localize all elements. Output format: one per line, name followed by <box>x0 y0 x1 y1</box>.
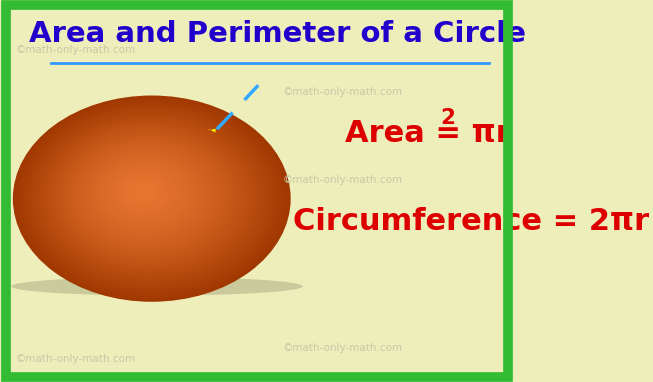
Circle shape <box>101 161 189 226</box>
Circle shape <box>139 189 144 193</box>
Circle shape <box>52 124 246 269</box>
Circle shape <box>20 100 283 296</box>
Text: Area and Perimeter of a Circle: Area and Perimeter of a Circle <box>29 20 526 49</box>
Circle shape <box>133 185 151 198</box>
Circle shape <box>56 127 241 265</box>
Circle shape <box>30 108 271 287</box>
Circle shape <box>62 132 234 259</box>
Circle shape <box>28 107 273 289</box>
Text: ©math-only-math.com: ©math-only-math.com <box>283 175 403 185</box>
Circle shape <box>92 154 199 233</box>
Circle shape <box>94 156 196 231</box>
Circle shape <box>129 181 157 202</box>
Circle shape <box>40 116 259 278</box>
Text: ©math-only-math.com: ©math-only-math.com <box>283 87 403 97</box>
Circle shape <box>77 143 216 246</box>
Circle shape <box>122 176 164 208</box>
Circle shape <box>127 180 159 204</box>
Circle shape <box>69 137 226 254</box>
Circle shape <box>25 105 276 291</box>
Circle shape <box>103 162 186 224</box>
Text: Area = πr: Area = πr <box>345 119 511 148</box>
Circle shape <box>39 115 261 280</box>
Text: ©math-only-math.com: ©math-only-math.com <box>283 343 403 353</box>
Circle shape <box>32 110 268 285</box>
Circle shape <box>112 169 176 217</box>
Circle shape <box>67 135 229 256</box>
Circle shape <box>97 158 194 230</box>
Circle shape <box>58 129 238 263</box>
Circle shape <box>84 148 208 241</box>
Circle shape <box>75 142 219 248</box>
Circle shape <box>15 97 288 300</box>
Text: 2: 2 <box>440 108 455 128</box>
Circle shape <box>13 96 291 302</box>
Circle shape <box>99 159 191 228</box>
Circle shape <box>45 119 253 274</box>
Circle shape <box>135 186 149 197</box>
Circle shape <box>120 175 167 209</box>
Circle shape <box>107 165 182 220</box>
Text: r: r <box>204 124 216 148</box>
Circle shape <box>118 173 169 211</box>
Circle shape <box>88 151 204 237</box>
Circle shape <box>109 167 179 219</box>
Circle shape <box>86 150 206 239</box>
Circle shape <box>43 118 256 276</box>
Circle shape <box>71 139 223 252</box>
Circle shape <box>124 178 161 206</box>
Circle shape <box>82 146 211 243</box>
Circle shape <box>79 145 214 244</box>
Circle shape <box>54 126 244 267</box>
Circle shape <box>116 172 171 213</box>
Circle shape <box>90 153 201 235</box>
Circle shape <box>50 123 248 270</box>
Circle shape <box>17 99 286 298</box>
Text: ©math-only-math.com: ©math-only-math.com <box>16 45 136 55</box>
Circle shape <box>35 112 266 283</box>
Circle shape <box>47 121 251 272</box>
Circle shape <box>137 188 146 195</box>
Circle shape <box>73 140 221 250</box>
Circle shape <box>64 134 231 257</box>
Text: ©math-only-math.com: ©math-only-math.com <box>16 354 136 364</box>
Circle shape <box>37 113 263 282</box>
Ellipse shape <box>11 277 303 296</box>
Circle shape <box>114 170 174 215</box>
Circle shape <box>131 183 154 200</box>
Circle shape <box>60 131 236 261</box>
Circle shape <box>22 102 281 295</box>
Circle shape <box>105 164 183 222</box>
Circle shape <box>24 104 278 293</box>
Text: Circumference = 2πr: Circumference = 2πr <box>293 207 649 236</box>
